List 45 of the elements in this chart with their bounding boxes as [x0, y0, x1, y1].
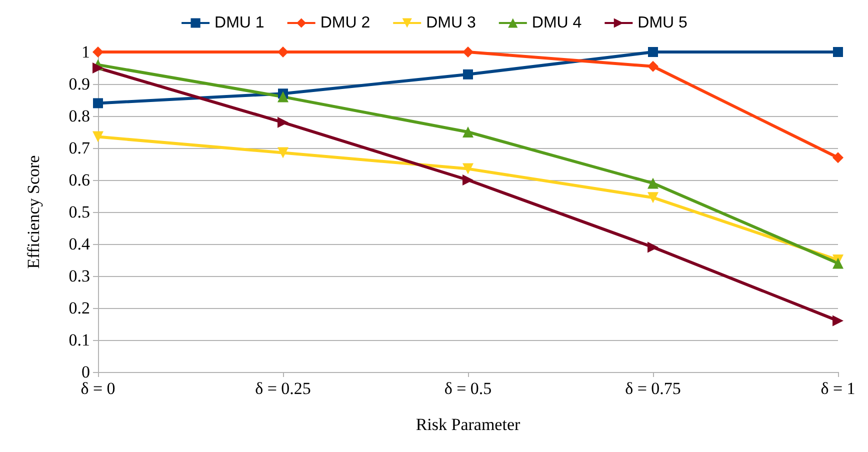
point	[648, 47, 658, 57]
x-tick-label: δ = 0.75	[625, 379, 681, 398]
x-tick-label: δ = 1	[820, 379, 856, 398]
point	[462, 174, 474, 186]
point	[278, 46, 288, 58]
point	[832, 315, 844, 326]
point	[92, 62, 104, 74]
point	[93, 98, 103, 108]
y-tick-label: 0.1	[68, 330, 90, 350]
x-tick-label: δ = 0	[80, 379, 116, 398]
point	[648, 242, 658, 253]
point	[462, 163, 474, 174]
point	[278, 116, 288, 128]
legend-label: DMU 5	[638, 14, 688, 32]
point	[833, 47, 843, 57]
y-tick-label: 0.7	[68, 138, 90, 158]
legend-label: DMU 3	[426, 14, 476, 32]
x-tick-label: δ = 0.5	[444, 379, 492, 398]
point	[462, 126, 474, 138]
legend-label: DMU 2	[320, 14, 370, 32]
y-axis-title: Efficiency Score	[24, 155, 43, 269]
x-axis-title: Risk Parameter	[416, 415, 520, 434]
y-tick-label: 0.6	[68, 170, 90, 190]
point	[92, 46, 104, 58]
point	[832, 258, 844, 269]
y-tick-label: 1	[82, 42, 90, 62]
point	[648, 60, 658, 72]
point	[648, 178, 658, 189]
point	[278, 147, 288, 158]
y-tick-label: 0.5	[68, 202, 90, 222]
y-tick-label: 0.4	[68, 234, 90, 254]
y-tick-label: 0.3	[68, 266, 90, 286]
legend-label: DMU 1	[214, 14, 264, 32]
y-tick-label: 0	[82, 362, 90, 382]
point	[463, 69, 473, 80]
legend-label: DMU 4	[532, 14, 582, 32]
point	[832, 152, 844, 164]
y-tick-label: 0.8	[68, 106, 90, 126]
point	[278, 91, 288, 102]
point	[462, 46, 474, 58]
point	[648, 192, 658, 204]
x-tick-label: δ = 0.25	[255, 379, 311, 398]
point	[92, 131, 104, 142]
y-tick-label: 0.2	[68, 298, 90, 318]
y-tick-label: 0.9	[68, 74, 90, 94]
